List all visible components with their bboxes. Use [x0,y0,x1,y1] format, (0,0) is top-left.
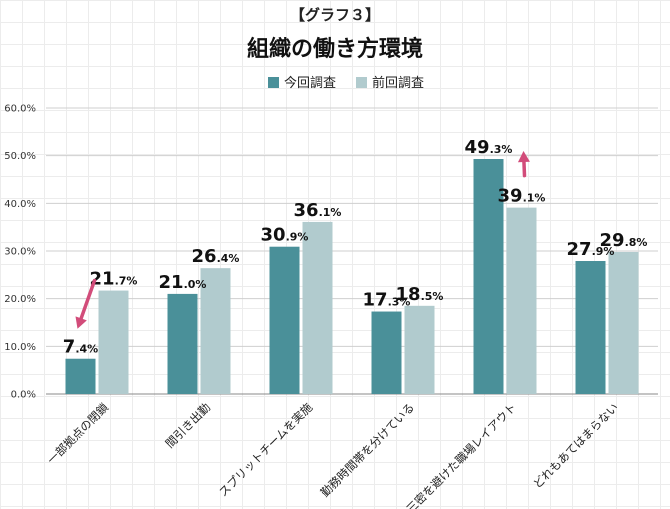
data-label: 7.4% [63,337,98,358]
data-label: 27.9% [567,239,615,260]
trend-arrow-shaft [522,160,527,178]
category-label: スプリットチームを実施 [216,400,315,499]
bar-previous [608,251,639,394]
legend: 今回調査 前回調査 [268,75,424,91]
bars [65,159,639,394]
data-labels: 7.4% 21.7% 21.0% 26.4% 30.9% 36.1% 17.3%18.5% 4… [63,137,648,358]
data-label: 17.3% [363,290,411,311]
bar-previous [302,221,333,394]
data-label: 21.0% [159,272,207,293]
y-tick-label: 20.0% [4,294,36,305]
data-label: 49.3% [465,137,513,158]
bar-current [65,358,96,394]
data-label: 26.4% [192,246,240,267]
trend-arrow-shaft [79,278,97,321]
category-label: 一部拠点の閉鎖 [44,400,111,467]
category-label: 間引き出勤 [163,400,214,451]
trend-arrow-head [75,316,87,329]
bar-previous [506,207,537,394]
bar-current [167,293,198,394]
category-label: 三密を避けた職場レイアウト [404,400,520,509]
category-label: 勤務時間帯を分けている [318,400,417,499]
legend-swatch-current [268,77,279,88]
y-tick-label: 50.0% [4,151,36,162]
y-tick-label: 0.0% [11,390,36,401]
bar-current [269,246,300,394]
chart-title: 組織の働き方環境 [247,36,423,62]
data-label: 36.1% [294,200,342,221]
category-labels: 一部拠点の閉鎖 間引き出勤 スプリットチームを実施 勤務時間帯を分けている三密を避けた… [44,400,621,509]
y-tick-label: 60.0% [4,104,36,115]
y-gridlines [46,107,658,395]
y-axis-ticks: 0.0% 10.0% 20.0% 30.0% 40.0% 50.0% 60.0% [4,104,36,401]
data-label: 21.7% [90,269,138,290]
bar-previous [98,290,129,394]
legend-label-previous: 前回調査 [372,75,424,91]
legend-swatch-previous [356,77,367,88]
trend-arrow-head [517,151,530,163]
data-label: 18.5% [396,284,444,305]
bar-current [575,261,606,394]
bar-previous [200,268,231,394]
data-label: 29.8% [600,230,648,251]
category-label: どれもあてはまらない [530,400,621,491]
legend-label-current: 今回調査 [284,75,336,91]
data-label: 30.9% [261,225,309,246]
bar-previous [404,305,435,394]
bar-current [371,311,402,394]
chart-subtitle: 【グラフ３】 [290,6,380,24]
y-tick-label: 40.0% [4,199,36,210]
data-label: 39.1% [498,186,546,207]
y-tick-label: 10.0% [4,342,36,353]
trend-arrows [75,151,530,329]
y-tick-label: 30.0% [4,247,36,258]
bar-current [473,159,504,394]
